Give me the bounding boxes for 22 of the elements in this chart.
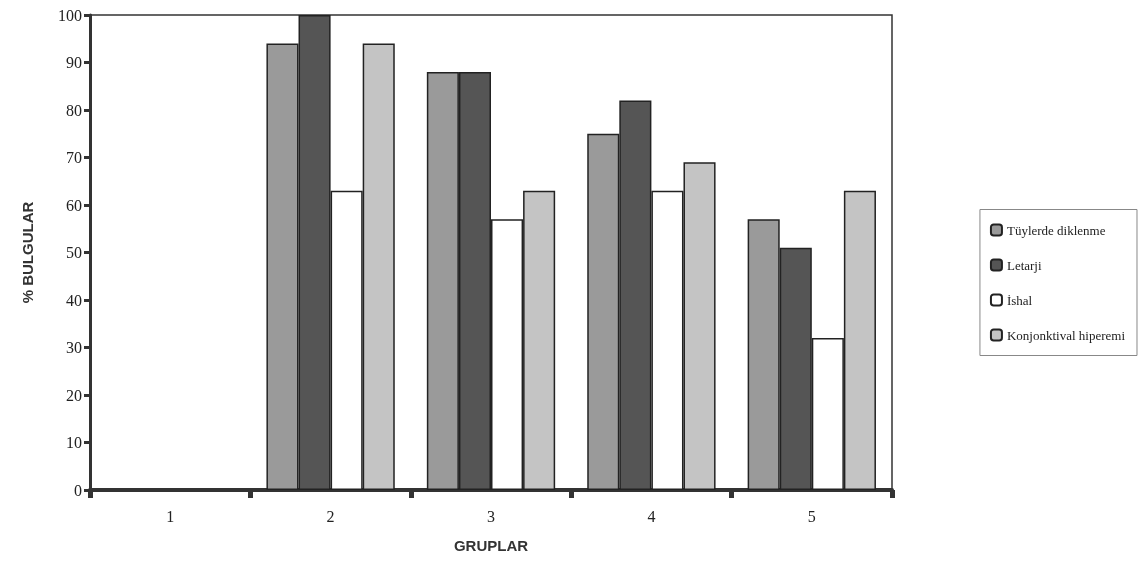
y-tick-label: 100 bbox=[58, 6, 82, 24]
legend-label: İshal bbox=[1006, 292, 1033, 308]
x-tick-label: 3 bbox=[487, 507, 495, 525]
x-axis-title: GRUPLAR bbox=[453, 537, 529, 554]
y-tick-label: 50 bbox=[66, 244, 82, 261]
legend-label: Letarji bbox=[1006, 257, 1042, 273]
y-tick-label: 20 bbox=[66, 386, 82, 404]
y-tick-label: 80 bbox=[66, 101, 82, 119]
legend-label: Tüylerde diklenme bbox=[1006, 222, 1106, 238]
y-tick-label: 90 bbox=[66, 54, 82, 71]
y-tick-label: 40 bbox=[66, 291, 82, 309]
y-tick-label: 60 bbox=[66, 196, 82, 214]
y-tick-label: 0 bbox=[74, 481, 82, 499]
x-tick-label: 2 bbox=[326, 507, 335, 525]
x-tick-label: 1 bbox=[166, 507, 175, 525]
x-tick-label: 4 bbox=[647, 507, 656, 525]
y-axis-title: % BULGULAR bbox=[19, 201, 36, 304]
y-tick-label: 70 bbox=[66, 149, 82, 166]
x-tick-label: 5 bbox=[807, 507, 816, 525]
legend-label: Konjonktival hiperemi bbox=[1006, 327, 1126, 343]
y-tick-label: 30 bbox=[66, 339, 82, 356]
y-tick-label: 10 bbox=[66, 434, 82, 451]
